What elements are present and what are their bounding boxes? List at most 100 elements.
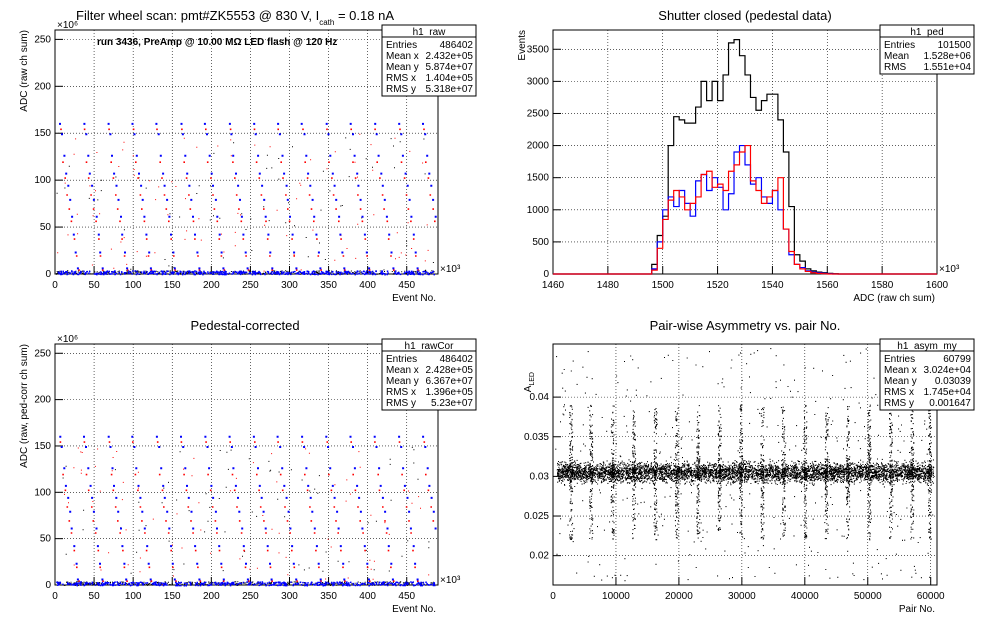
scan-points-red	[57, 128, 436, 272]
x-tick-label: 350	[320, 280, 337, 291]
y-axis-label-main: A	[523, 385, 534, 392]
y-axis-exponent: ×10⁶	[57, 334, 78, 345]
histogram-series-black	[553, 39, 937, 275]
stats-row-value: 5.23e+07	[431, 398, 473, 409]
x-tick-label: 1480	[597, 280, 620, 291]
y-tick-label: 3000	[527, 76, 550, 87]
x-tick-label: 350	[320, 591, 337, 602]
stats-row-value: 486402	[440, 354, 474, 365]
data-layer	[553, 39, 937, 275]
scan-points-blue	[57, 122, 437, 276]
run-annotation: run 3436, PreAmp @ 10.00 MΩ LED flash @ …	[97, 37, 337, 48]
plot-frame	[54, 343, 439, 586]
x-tick-label: 30000	[728, 591, 756, 602]
stats-row-label: RMS x	[884, 387, 914, 398]
chart-title-subscript: cath	[319, 18, 334, 27]
stats-row-label: RMS	[884, 62, 907, 73]
y-tick-label: 1500	[527, 173, 550, 184]
x-tick-label: 0	[52, 591, 58, 602]
x-tick-label: 50	[89, 280, 101, 291]
stats-box: h1_rawCor Entries 486402 Mean x 2.428e+05 Mea…	[381, 338, 477, 411]
figure-panels: 0 50 100 150 200 250 300 350 400 450 0 50 100 150 200 2…	[19, 8, 975, 615]
stats-box: h1_raw Entries 486402 Mean x 2.432e+05 Mean y…	[381, 24, 477, 97]
chart-title: Shutter closed (pedestal data)	[658, 8, 831, 23]
y-tick-label: 200	[34, 81, 51, 92]
stats-row-label: Mean x	[386, 365, 419, 376]
stats-box-name: h1_raw	[413, 27, 447, 38]
scan-points-blue	[56, 435, 437, 587]
x-tick-label: 0	[52, 280, 58, 291]
stats-row-value: 1.745e+04	[923, 387, 971, 398]
x-tick-label: 150	[164, 280, 181, 291]
x-tick-label: 300	[281, 280, 298, 291]
stats-row-label: RMS y	[386, 84, 416, 95]
stats-row-value: 1.528e+06	[923, 51, 971, 62]
stats-row-value: 1.404e+05	[425, 73, 473, 84]
x-tick-label: 10000	[602, 591, 630, 602]
y-tick-label: 2000	[527, 141, 550, 152]
x-axis-label: Event No.	[392, 604, 436, 615]
x-tick-label: 0	[550, 591, 556, 602]
stats-row-value: 6.367e+07	[425, 376, 473, 387]
panel-3: 0 50 100 150 200 250 300 350 400 450 0 50 100 150 200 2…	[19, 318, 477, 615]
stats-row-label: Entries	[386, 40, 417, 51]
plot-frame	[552, 343, 938, 586]
stats-row-value: 1.396e+05	[425, 387, 473, 398]
scan-points-black	[56, 137, 435, 275]
stats-row-label: Entries	[386, 354, 417, 365]
stats-row-label: Mean x	[884, 365, 917, 376]
y-tick-label: 0.04	[530, 392, 550, 403]
stats-box-name: h1_rawCor	[405, 341, 455, 352]
plot-frame	[54, 29, 439, 275]
x-axis-label: ADC (raw ch sum)	[853, 293, 935, 304]
x-tick-label: 40000	[791, 591, 819, 602]
x-tick-label: 60000	[917, 591, 945, 602]
stats-row-value: 5.318e+07	[425, 84, 473, 95]
x-tick-label: 450	[398, 591, 415, 602]
asymmetry-points	[555, 348, 935, 582]
x-tick-label: 50	[89, 591, 101, 602]
chart-title: Pair-wise Asymmetry vs. pair No.	[650, 318, 841, 333]
chart-title: Pedestal-corrected	[190, 318, 299, 333]
x-axis-exponent: ×10³	[939, 264, 960, 275]
y-axis-label-subscript: LED	[529, 372, 536, 386]
stats-row-value: 5.874e+07	[425, 62, 473, 73]
stats-row-label: Mean x	[386, 51, 419, 62]
y-tick-label: 2500	[527, 108, 550, 119]
x-axis-label: Pair No.	[899, 604, 935, 615]
x-tick-label: 200	[203, 280, 220, 291]
x-tick-label: 1600	[926, 280, 949, 291]
x-tick-label: 50000	[854, 591, 882, 602]
x-axis-exponent: ×10³	[440, 264, 461, 275]
stats-row-value: 486402	[440, 40, 474, 51]
chart-title-tail: = 0.18 nA	[334, 8, 394, 23]
y-axis-label: ADC (raw, ped-corr ch sum)	[19, 344, 30, 468]
stats-box: h1_asym_my Entries 60799 Mean x 3.024e+04 Mea…	[879, 338, 975, 411]
y-tick-label: 0.035	[524, 432, 549, 443]
y-axis-label: Events	[517, 30, 528, 61]
x-tick-label: 20000	[665, 591, 693, 602]
x-tick-label: 100	[125, 280, 142, 291]
y-tick-label: 0.02	[530, 551, 550, 562]
data-layer	[56, 122, 437, 276]
y-tick-label: 500	[532, 237, 549, 248]
stats-row-label: Mean y	[386, 376, 419, 387]
y-tick-label: 100	[34, 175, 51, 186]
y-tick-label: 0.025	[524, 511, 549, 522]
y-tick-label: 200	[34, 395, 51, 406]
y-tick-label: 150	[34, 441, 51, 452]
y-tick-label: 100	[34, 487, 51, 498]
panel-1: 0 50 100 150 200 250 300 350 400 450 0 50 100 150 200 2…	[19, 8, 477, 304]
x-tick-label: 1560	[816, 280, 839, 291]
y-tick-label: 250	[34, 34, 51, 45]
stats-row-value: 101500	[938, 40, 972, 51]
stats-row-label: Entries	[884, 40, 915, 51]
x-tick-label: 450	[398, 280, 415, 291]
stats-row-label: Entries	[884, 354, 915, 365]
histogram-series-red	[553, 144, 937, 275]
y-tick-label: 0	[45, 580, 51, 591]
y-tick-label: 1000	[527, 205, 550, 216]
stats-box: h1_ped Entries 101500 Mean 1.528e+06 RMS 1.551…	[879, 24, 975, 75]
panel-4: 0 10000 20000 30000 40000 50000 60000 0.02 0.025…	[523, 318, 975, 615]
